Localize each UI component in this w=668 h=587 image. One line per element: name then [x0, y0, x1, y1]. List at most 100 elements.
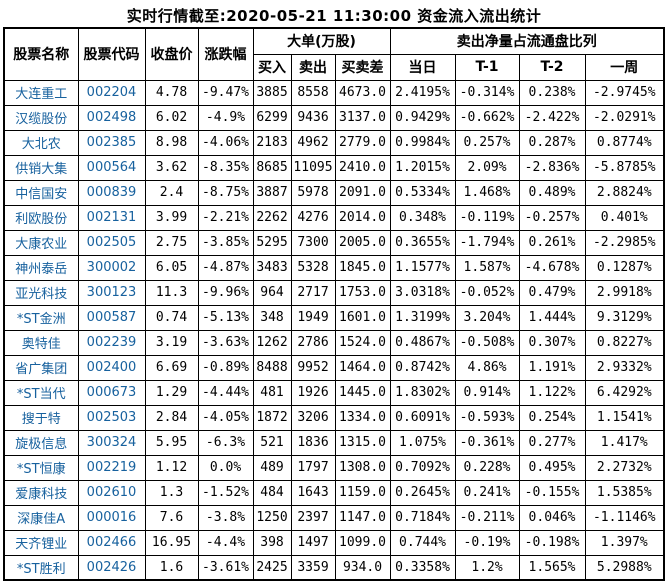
today-ratio-cell: 0.8742% — [389, 354, 456, 381]
stock-code-cell[interactable]: 000016 — [77, 504, 146, 531]
week-ratio-cell: 6.4292% — [584, 379, 665, 406]
stock-code-cell[interactable]: 002219 — [77, 454, 146, 481]
stock-name-cell[interactable]: 搜于特 — [3, 404, 79, 431]
page-title: 实时行情截至:2020-05-21 11:30:00 资金流入流出统计 — [126, 7, 542, 25]
stock-code-cell[interactable]: 000564 — [77, 154, 146, 181]
stock-code-cell[interactable]: 002498 — [77, 104, 146, 131]
change-pct-cell: -1.52% — [197, 479, 254, 506]
stock-code-cell[interactable]: 002426 — [77, 554, 146, 581]
change-pct-cell: -8.75% — [197, 179, 254, 206]
stock-name-cell[interactable]: 供销大集 — [3, 154, 79, 181]
stock-code-cell[interactable]: 000587 — [77, 304, 146, 331]
stock-name-cell[interactable]: 大连重工 — [3, 79, 79, 106]
stock-name-cell[interactable]: *ST恒康 — [3, 454, 79, 481]
close-price-cell: 2.84 — [144, 404, 199, 431]
stock-name-cell[interactable]: *ST金洲 — [3, 304, 79, 331]
t2-ratio-cell: 0.277% — [518, 429, 586, 456]
stock-code-cell[interactable]: 002610 — [77, 479, 146, 506]
today-ratio-cell: 1.2015% — [389, 154, 456, 181]
t2-ratio-cell: 0.254% — [518, 404, 586, 431]
week-ratio-cell: -2.2985% — [584, 229, 665, 256]
t1-ratio-cell: -0.361% — [454, 429, 520, 456]
today-ratio-cell: 0.6091% — [389, 404, 456, 431]
stock-name-cell[interactable]: 中信国安 — [3, 179, 79, 206]
header-row-top: 股票名称 股票代码 收盘价 涨跌幅 大单(万股) 卖出净量占流通盘比列 — [3, 27, 665, 81]
stock-name-cell[interactable]: 大康农业 — [3, 229, 79, 256]
stock-name-cell[interactable]: 神州泰岳 — [3, 254, 79, 281]
t1-ratio-cell: -0.119% — [454, 204, 520, 231]
close-price-cell: 2.4 — [144, 179, 199, 206]
col-header-stock-name: 股票名称 — [3, 27, 79, 81]
sell-volume-cell: 4276 — [290, 204, 336, 231]
buy-volume-cell: 481 — [252, 379, 292, 406]
close-price-cell: 2.75 — [144, 229, 199, 256]
t2-ratio-cell: -0.198% — [518, 529, 586, 556]
week-ratio-cell: 2.9918% — [584, 279, 665, 306]
sell-volume-cell: 3359 — [290, 554, 336, 581]
table-row: 搜于特 002503 2.84 -4.05% 1872 3206 1334.0 0.6091%… — [3, 404, 665, 431]
stock-name-cell[interactable]: 大北农 — [3, 129, 79, 156]
stock-code-cell[interactable]: 002385 — [77, 129, 146, 156]
close-price-cell: 8.98 — [144, 129, 199, 156]
change-pct-cell: -3.61% — [197, 554, 254, 581]
t2-ratio-cell: -0.155% — [518, 479, 586, 506]
today-ratio-cell: 0.2645% — [389, 479, 456, 506]
buy-sell-diff-cell: 1099.0 — [334, 529, 391, 556]
close-price-cell: 3.99 — [144, 204, 199, 231]
stock-code-cell[interactable]: 002239 — [77, 329, 146, 356]
stock-code-cell[interactable]: 002131 — [77, 204, 146, 231]
buy-sell-diff-cell: 1524.0 — [334, 329, 391, 356]
stock-name-cell[interactable]: *ST当代 — [3, 379, 79, 406]
stock-name-cell[interactable]: 旋极信息 — [3, 429, 79, 456]
buy-sell-diff-cell: 1601.0 — [334, 304, 391, 331]
sell-volume-cell: 2786 — [290, 329, 336, 356]
today-ratio-cell: 0.3358% — [389, 554, 456, 581]
stock-code-cell[interactable]: 002466 — [77, 529, 146, 556]
t1-ratio-cell: 0.257% — [454, 129, 520, 156]
sell-volume-cell: 5328 — [290, 254, 336, 281]
stock-name-cell[interactable]: 汉缆股份 — [3, 104, 79, 131]
change-pct-cell: -4.06% — [197, 129, 254, 156]
buy-volume-cell: 6299 — [252, 104, 292, 131]
buy-volume-cell: 348 — [252, 304, 292, 331]
col-header-stock-code: 股票代码 — [77, 27, 146, 81]
t1-ratio-cell: -0.211% — [454, 504, 520, 531]
week-ratio-cell: 1.5385% — [584, 479, 665, 506]
stock-code-cell[interactable]: 300002 — [77, 254, 146, 281]
week-ratio-cell: 2.8824% — [584, 179, 665, 206]
buy-sell-diff-cell: 2005.0 — [334, 229, 391, 256]
t1-ratio-cell: -1.794% — [454, 229, 520, 256]
close-price-cell: 6.69 — [144, 354, 199, 381]
stock-name-cell[interactable]: 天齐锂业 — [3, 529, 79, 556]
stock-name-cell[interactable]: 深康佳A — [3, 504, 79, 531]
change-pct-cell: -8.35% — [197, 154, 254, 181]
buy-sell-diff-cell: 1159.0 — [334, 479, 391, 506]
stock-code-cell[interactable]: 000839 — [77, 179, 146, 206]
table-row: 供销大集 000564 3.62 -8.35% 8685 11095 2410.0 1.201… — [3, 154, 665, 181]
stock-name-cell[interactable]: *ST胜利 — [3, 554, 79, 581]
t2-ratio-cell: 1.444% — [518, 304, 586, 331]
stock-code-cell[interactable]: 002503 — [77, 404, 146, 431]
stock-code-cell[interactable]: 002400 — [77, 354, 146, 381]
col-header-today: 当日 — [389, 53, 456, 81]
t1-ratio-cell: 3.204% — [454, 304, 520, 331]
stock-name-cell[interactable]: 奥特佳 — [3, 329, 79, 356]
stock-code-cell[interactable]: 002204 — [77, 79, 146, 106]
stock-code-cell[interactable]: 002505 — [77, 229, 146, 256]
stock-code-cell[interactable]: 300123 — [77, 279, 146, 306]
table-row: 深康佳A 000016 7.6 -3.8% 1250 2397 1147.0 0.7184% -… — [3, 504, 665, 531]
stock-code-cell[interactable]: 300324 — [77, 429, 146, 456]
week-ratio-cell: 0.401% — [584, 204, 665, 231]
stock-name-cell[interactable]: 省广集团 — [3, 354, 79, 381]
table-row: 省广集团 002400 6.69 -0.89% 8488 9952 1464.0 0.8742… — [3, 354, 665, 381]
t1-ratio-cell: -0.314% — [454, 79, 520, 106]
buy-sell-diff-cell: 1308.0 — [334, 454, 391, 481]
stock-name-cell[interactable]: 亚光科技 — [3, 279, 79, 306]
stock-name-cell[interactable]: 爱康科技 — [3, 479, 79, 506]
stock-name-cell[interactable]: 利欧股份 — [3, 204, 79, 231]
week-ratio-cell: 0.1287% — [584, 254, 665, 281]
close-price-cell: 11.3 — [144, 279, 199, 306]
sell-volume-cell: 1836 — [290, 429, 336, 456]
stock-code-cell[interactable]: 000673 — [77, 379, 146, 406]
table-row: 大连重工 002204 4.78 -9.47% 3885 8558 4673.0 2.4195… — [3, 79, 665, 106]
